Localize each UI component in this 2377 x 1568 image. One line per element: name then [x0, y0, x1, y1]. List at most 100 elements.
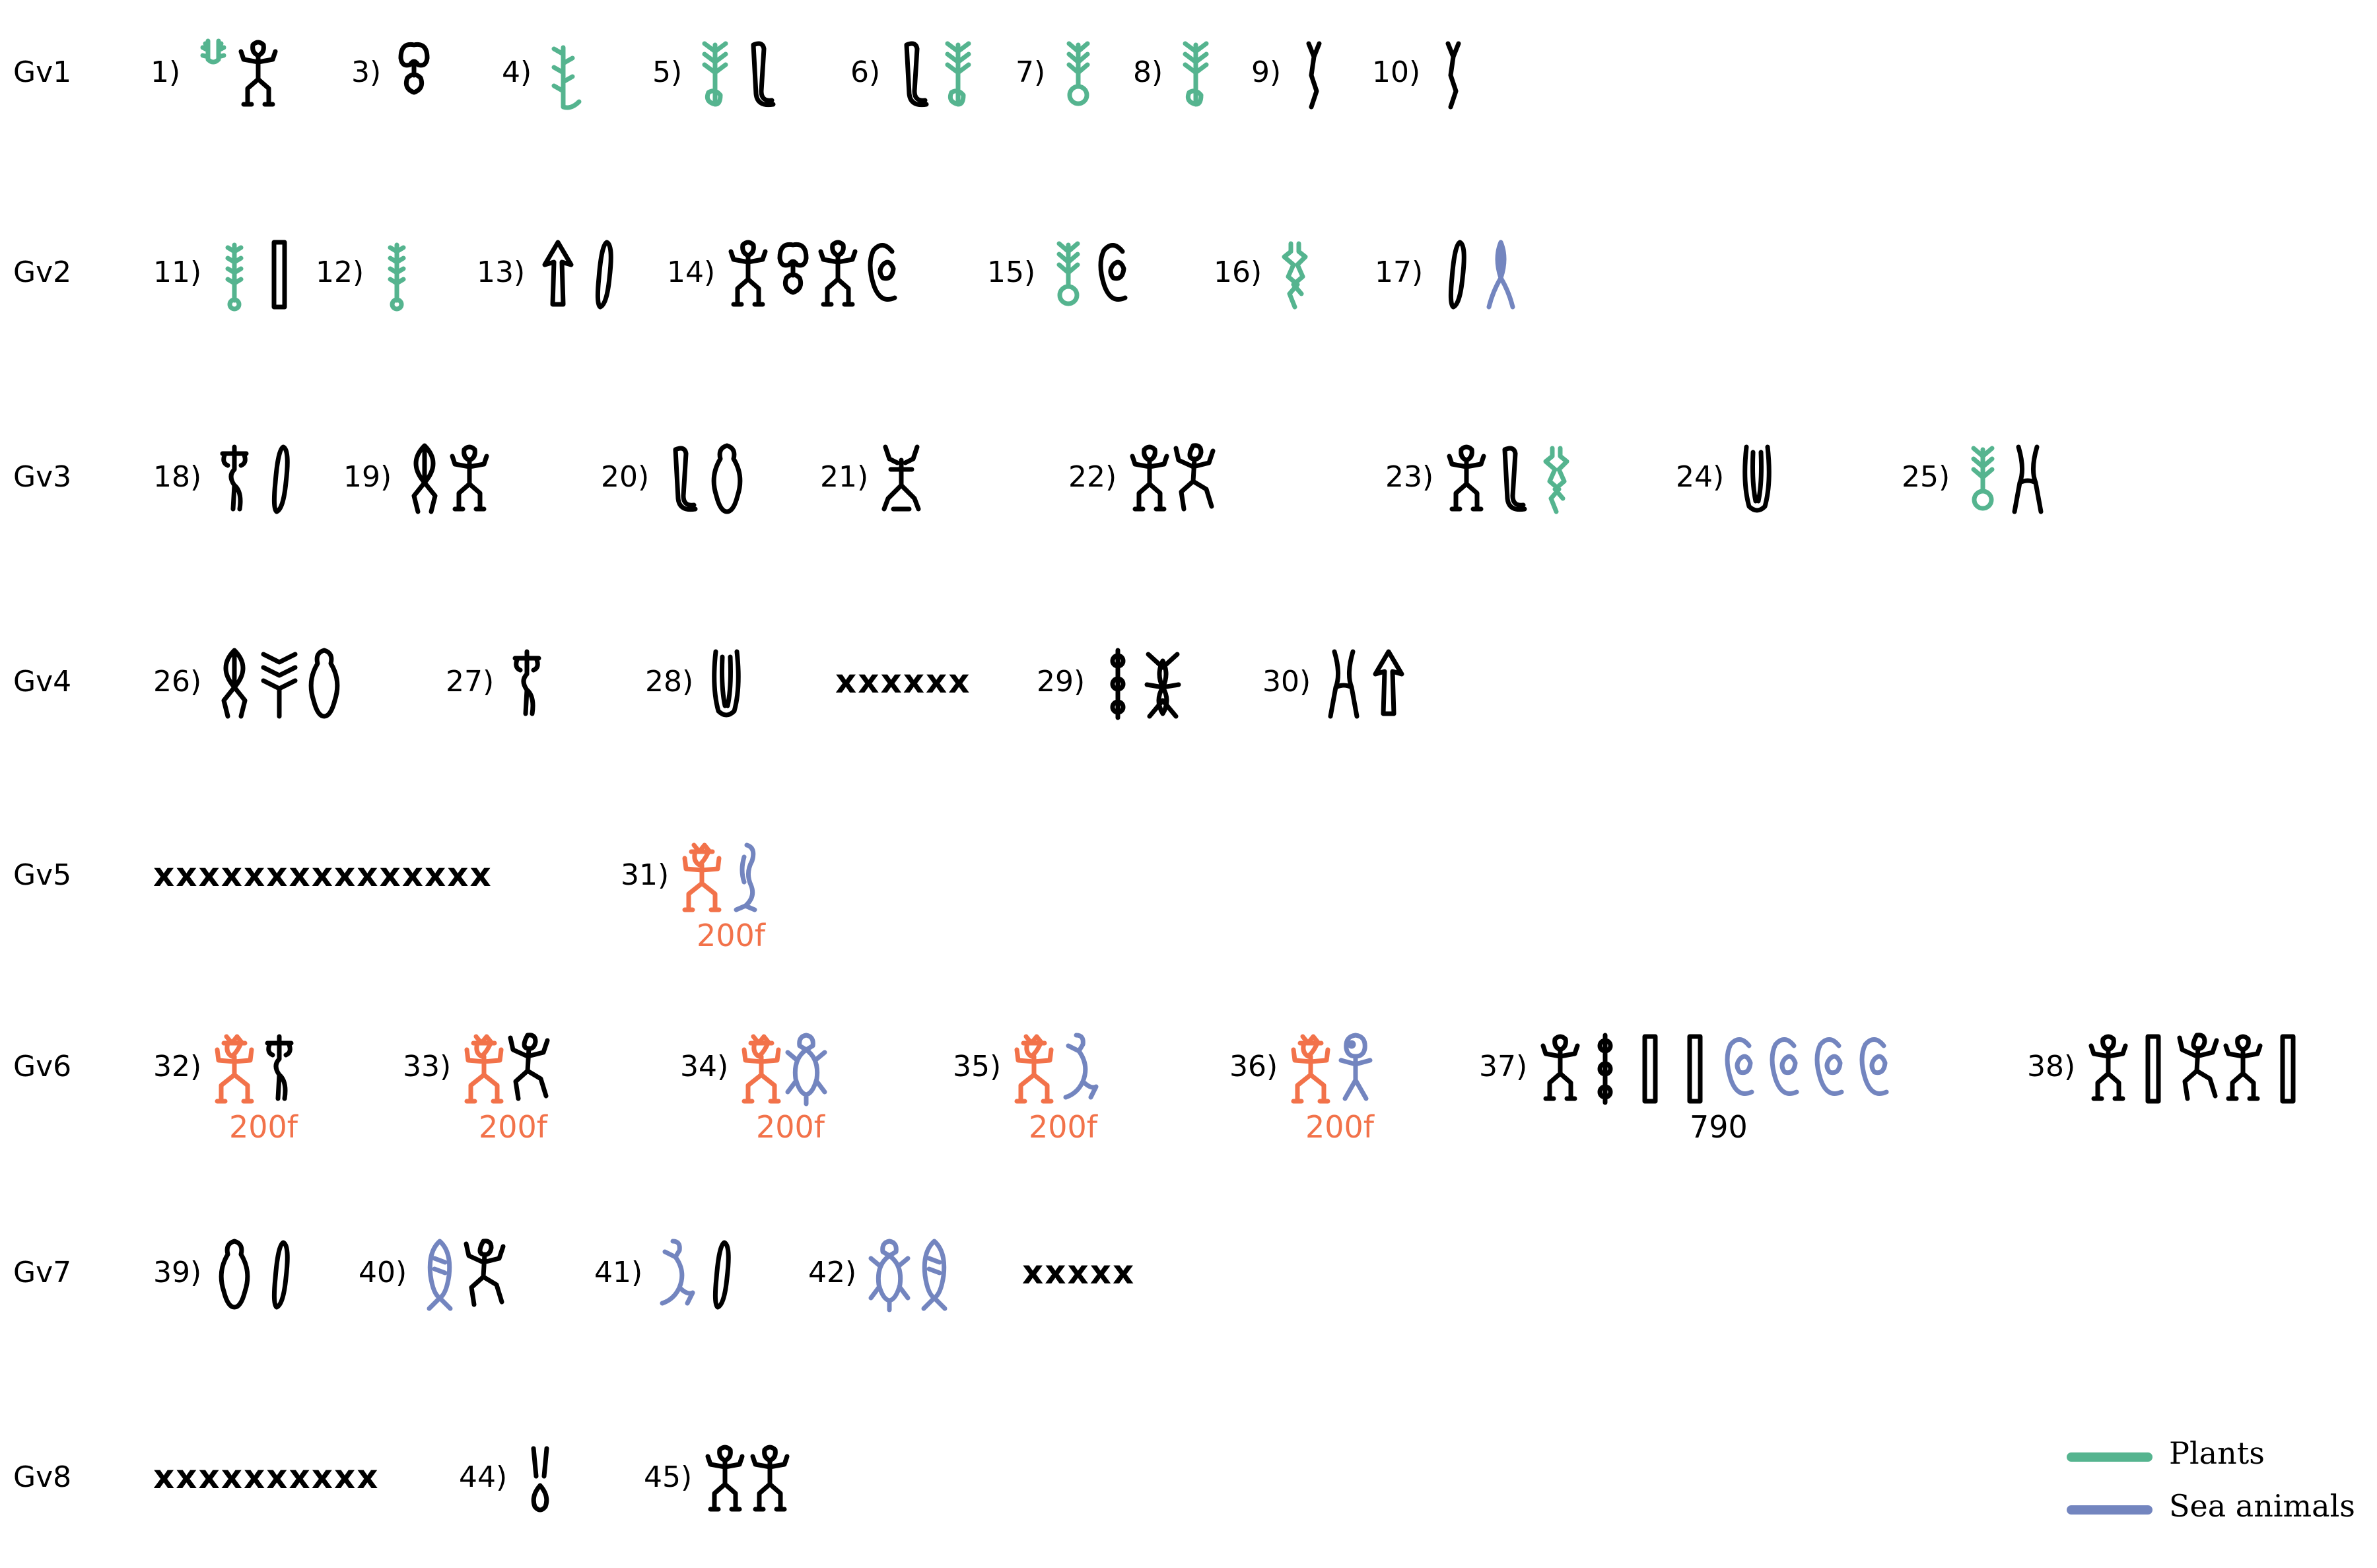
glyph-branch-ring: [1066, 41, 1090, 106]
legend-label: Plants: [2169, 1435, 2265, 1471]
glyph-annotation: 200f: [756, 1109, 825, 1145]
glyph-annotation: 200f: [1029, 1109, 1097, 1145]
row-label: Gv1: [13, 55, 72, 89]
glyph-figure: [818, 240, 858, 307]
sequence-number: 25): [1902, 460, 1950, 494]
glyph-fork: [2012, 444, 2044, 514]
sequence-number: 32): [153, 1050, 202, 1083]
glyph-hook: [1502, 446, 1527, 512]
glyph-hook: [904, 41, 929, 108]
glyph-bar: [271, 240, 287, 310]
sequence-number: 39): [153, 1256, 202, 1289]
glyph-figure: [2223, 1034, 2263, 1101]
glyph-arrow-leaf: [542, 240, 574, 307]
sequence-number: 37): [1479, 1050, 1528, 1083]
glyph-bar: [2280, 1034, 2296, 1104]
glyph-figure: [728, 240, 768, 307]
sequence-number: 15): [987, 256, 1036, 289]
glyph-human: [741, 1034, 781, 1104]
legend-swatch: [2067, 1505, 2153, 1515]
glyph-hook: [751, 41, 776, 108]
glyph-hook: [673, 446, 698, 512]
glyph-dancer: [1173, 443, 1216, 512]
sequence-number: 20): [601, 460, 650, 494]
sequence-number: 42): [808, 1256, 857, 1289]
glyph-figure: [2088, 1034, 2128, 1101]
glyph-sprout-pair: [200, 38, 226, 65]
sequence-number: 17): [1375, 256, 1424, 289]
glyph-human: [1291, 1034, 1330, 1104]
sequence-number: 33): [403, 1050, 452, 1083]
glyph-bar: [1642, 1034, 1658, 1104]
glyph-beads: [1597, 1033, 1613, 1105]
glyph-curl: [1859, 1037, 1889, 1096]
glyph-curl: [868, 243, 897, 302]
glyph-fork: [1328, 649, 1360, 719]
glyph-fish: [921, 1239, 947, 1311]
glyph-branch-ring: [1056, 241, 1080, 306]
glyph-figure: [1447, 444, 1486, 512]
glyph-staff: [595, 240, 613, 310]
glyph-cross: [220, 444, 249, 512]
glyph-stalk: [388, 242, 406, 312]
glyph-annotation: 200f: [479, 1109, 547, 1145]
glyph-fishman: [1338, 1033, 1373, 1101]
glyph-staff: [1448, 240, 1466, 310]
row-label: Gv7: [13, 1256, 72, 1289]
glyph-drop: [531, 1446, 549, 1513]
sequence-number: 30): [1262, 665, 1311, 699]
glyph-bar: [1687, 1034, 1703, 1104]
glyph-branch: [945, 41, 971, 107]
sequence-number: 1): [151, 55, 181, 89]
glyph-mermaid: [1063, 1033, 1099, 1100]
row-label: Gv6: [13, 1050, 72, 1083]
glyph-branch: [1183, 41, 1209, 107]
sequence-number: 34): [680, 1050, 729, 1083]
glyph-body: [219, 1239, 250, 1310]
glyph-figure: [1130, 444, 1169, 512]
glyph-vine: [551, 45, 582, 110]
sequence-number: 4): [502, 55, 532, 89]
glyph-stick: [1445, 41, 1461, 110]
sequence-number: 8): [1133, 55, 1163, 89]
sequence-number: 6): [850, 55, 881, 89]
glyph-beads: [1110, 648, 1126, 720]
sequence-number: 35): [953, 1050, 1002, 1083]
glyph-figure: [750, 1445, 790, 1512]
glyph-curl: [1770, 1037, 1799, 1096]
glyph-figure: [238, 40, 278, 107]
glyph-turtle: [868, 1239, 911, 1312]
glyph-eel: [734, 842, 757, 912]
glyph-human: [1014, 1034, 1054, 1104]
sequence-number: 12): [316, 256, 364, 289]
glyph-branch-ring: [1971, 446, 1995, 511]
glyph-annotation: 200f: [697, 918, 765, 953]
sequence-number: 40): [359, 1256, 407, 1289]
glyph-antler-figure: [881, 444, 921, 512]
row-label: Gv8: [13, 1460, 72, 1494]
sequence-number: 38): [2027, 1050, 2076, 1083]
sequence-number: 16): [1214, 256, 1262, 289]
sequence-number: 23): [1385, 460, 1434, 494]
glyph-cross: [512, 649, 541, 716]
glyph-curl: [1098, 243, 1128, 302]
glyph-annotation: 200f: [229, 1109, 298, 1145]
glyph-stalk: [225, 242, 244, 312]
sequence-number: 19): [343, 460, 392, 494]
sequence-number: 22): [1068, 460, 1117, 494]
sequence-number: 29): [1037, 665, 1085, 699]
glyph-body: [308, 648, 340, 719]
sequence-number: 24): [1676, 460, 1725, 494]
glyph-fish: [427, 1239, 453, 1311]
glyph-figure: [1540, 1034, 1580, 1101]
glyph-branch: [702, 41, 728, 107]
sequence-number: 44): [459, 1460, 508, 1494]
sequence-number: 14): [667, 256, 716, 289]
glyph-spine: [1543, 446, 1569, 514]
row-label: Gv5: [13, 858, 72, 892]
glyph-spine: [1282, 241, 1308, 310]
glyph-bar: [2145, 1034, 2161, 1104]
glyph-cross: [265, 1034, 294, 1101]
sequence-number: 26): [153, 665, 202, 699]
glyph-dancer: [508, 1033, 550, 1101]
